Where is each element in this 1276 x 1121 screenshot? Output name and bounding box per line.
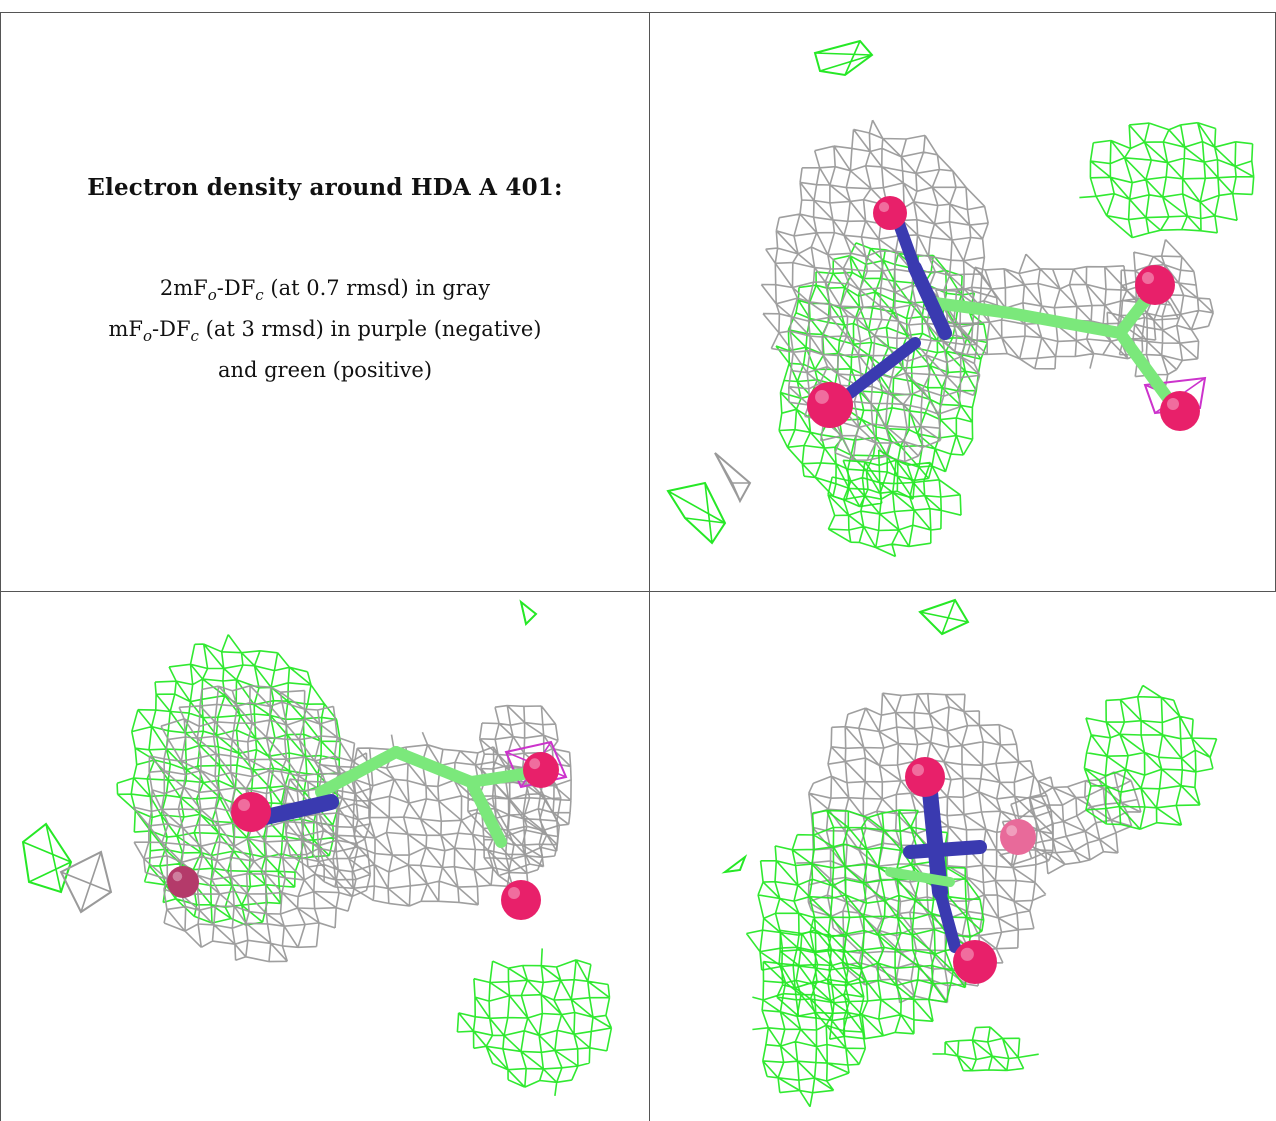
carbon-bond-2 — [1004, 307, 1126, 339]
oxygen-atom-right-bottom — [1160, 391, 1200, 431]
green-density-bottom — [932, 1026, 1039, 1072]
green-density-top-right — [1079, 121, 1255, 239]
density-render-bottom-left — [21, 599, 613, 1097]
oxygen-atom-left — [231, 792, 271, 832]
oxygen-atom-bottom — [953, 940, 997, 984]
border-middle-vertical — [649, 12, 650, 1121]
oxygen-atom-right — [1000, 819, 1036, 855]
border-middle-horizontal — [0, 591, 1276, 592]
carbon-bond-1 — [885, 867, 955, 887]
view-top-right — [650, 13, 1275, 591]
caption-line-mfo: mFo-DFc (at 3 rmsd) in purple (negative) — [108, 317, 542, 346]
green-density-bottom-right — [456, 948, 613, 1097]
carbon-bond-2 — [390, 746, 477, 788]
nitrogen-bond-3 — [844, 337, 921, 399]
view-bottom-left — [1, 592, 649, 1121]
oxygen-atom-right-bottom — [501, 880, 541, 920]
carbon-bond-1 — [315, 746, 402, 798]
green-density-lobe-left — [116, 634, 342, 926]
caption-line-2mfo: 2mFo-DFc (at 0.7 rmsd) in gray — [159, 276, 491, 305]
gray-density-right — [1106, 238, 1214, 388]
nitrogen-bond-1 — [908, 261, 952, 340]
green-density-bottom — [827, 449, 962, 558]
nitrogen-bond-2 — [903, 840, 987, 859]
oxygen-atom-right-top — [523, 752, 559, 788]
carbon-bond-3 — [465, 776, 507, 848]
oxygen-atom-right-top — [1135, 265, 1175, 305]
view-bottom-right — [650, 592, 1276, 1121]
green-fragment-top — [918, 598, 970, 636]
figure-title: Electron density around HDA A 401: — [87, 174, 563, 201]
green-density-bottom-left — [752, 918, 867, 1108]
oxygen-atom-top — [873, 196, 907, 230]
border-top — [0, 12, 1276, 13]
green-density-right — [1083, 684, 1218, 830]
oxygen-atom-left — [807, 382, 853, 428]
gray-fragment-left — [59, 850, 113, 914]
oxygen-atom-top — [905, 757, 945, 797]
carbon-bond-4 — [1114, 327, 1181, 414]
border-left — [0, 12, 1, 1121]
gray-density-right — [999, 771, 1142, 875]
carbon-bond-1 — [929, 297, 1016, 319]
caption-line-green: and green (positive) — [217, 358, 433, 383]
green-fragment-top — [519, 599, 538, 626]
oxygen-atom-back — [167, 866, 199, 898]
nitrogen-bond-3 — [934, 886, 961, 953]
nitrogen-bond-1 — [258, 794, 339, 825]
density-render-top-right — [666, 39, 1255, 558]
caption-cell: Electron density around HDA A 401: 2mFo-… — [40, 150, 610, 387]
gray-fragment-lower-left — [714, 452, 752, 504]
green-fragment-left — [21, 822, 73, 894]
gray-density-bridge — [284, 731, 562, 907]
green-fragment-lower-left — [666, 481, 727, 545]
density-render-bottom-right — [721, 598, 1218, 1108]
green-fragment-top — [813, 39, 874, 77]
green-fragment-left — [721, 854, 748, 874]
